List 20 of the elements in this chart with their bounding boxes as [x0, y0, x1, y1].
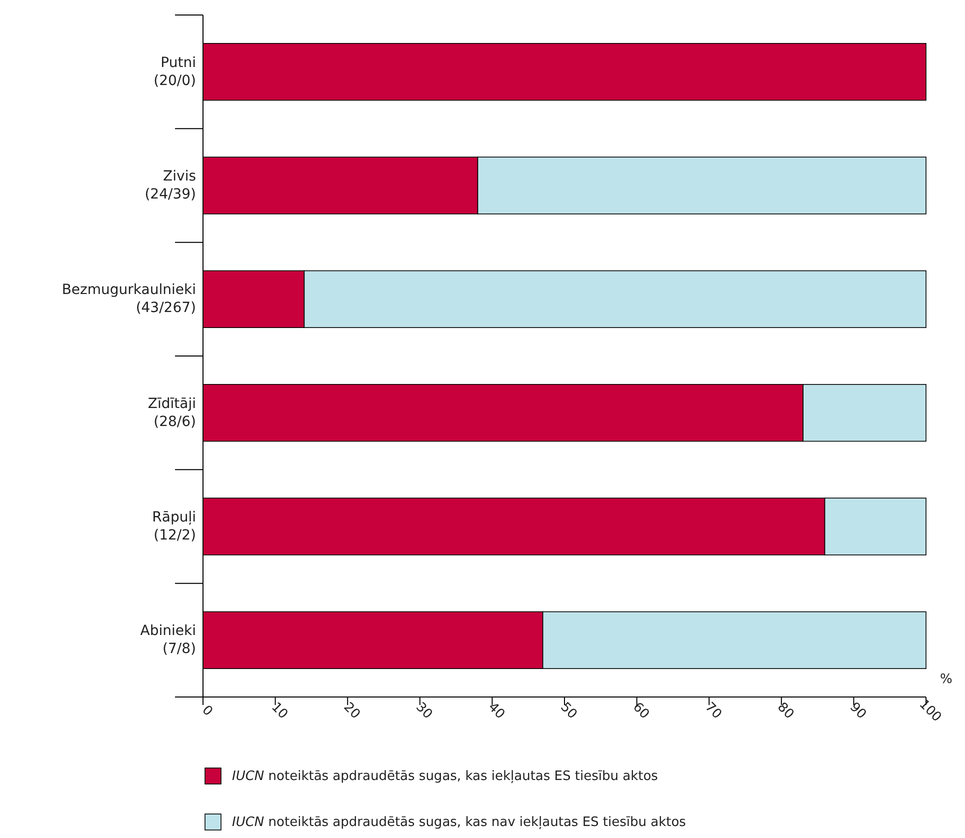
x-axis-title: % — [940, 672, 952, 687]
legend-label: IUCN noteiktās apdraudētās sugas, kas iekļautas ES tiesību aktos — [232, 768, 658, 784]
x-tick-label: 20 — [340, 700, 363, 722]
x-tick-label: 30 — [412, 700, 436, 722]
y-tick-label: Abinieki (7/8) — [140, 622, 196, 657]
x-tick-label: 40 — [485, 700, 508, 722]
x-tick-label: 50 — [557, 700, 580, 722]
x-tick-label: 90 — [846, 700, 869, 722]
y-tick-label: Zivis (24/39) — [144, 168, 196, 202]
x-tick-label: 10 — [268, 700, 290, 722]
x-tick-label: 60 — [630, 700, 652, 722]
y-tick-label: Putni (20/0) — [154, 54, 196, 89]
x-tick-label: 80 — [774, 700, 797, 722]
y-tick-label: Rāpuļi (12/2) — [152, 509, 196, 544]
y-tick-label: Bezmugurkaulnieki (43/267) — [62, 282, 196, 316]
x-tick-label: 100 — [916, 696, 944, 726]
legend-label: IUCN noteiktās apdraudētās sugas, kas nav iekļautas ES tiesību aktos — [232, 814, 686, 830]
y-tick-label: Zīdītāji (28/6) — [148, 396, 196, 430]
x-tick-label: 0 — [198, 702, 216, 720]
x-tick-label: 70 — [702, 700, 724, 722]
